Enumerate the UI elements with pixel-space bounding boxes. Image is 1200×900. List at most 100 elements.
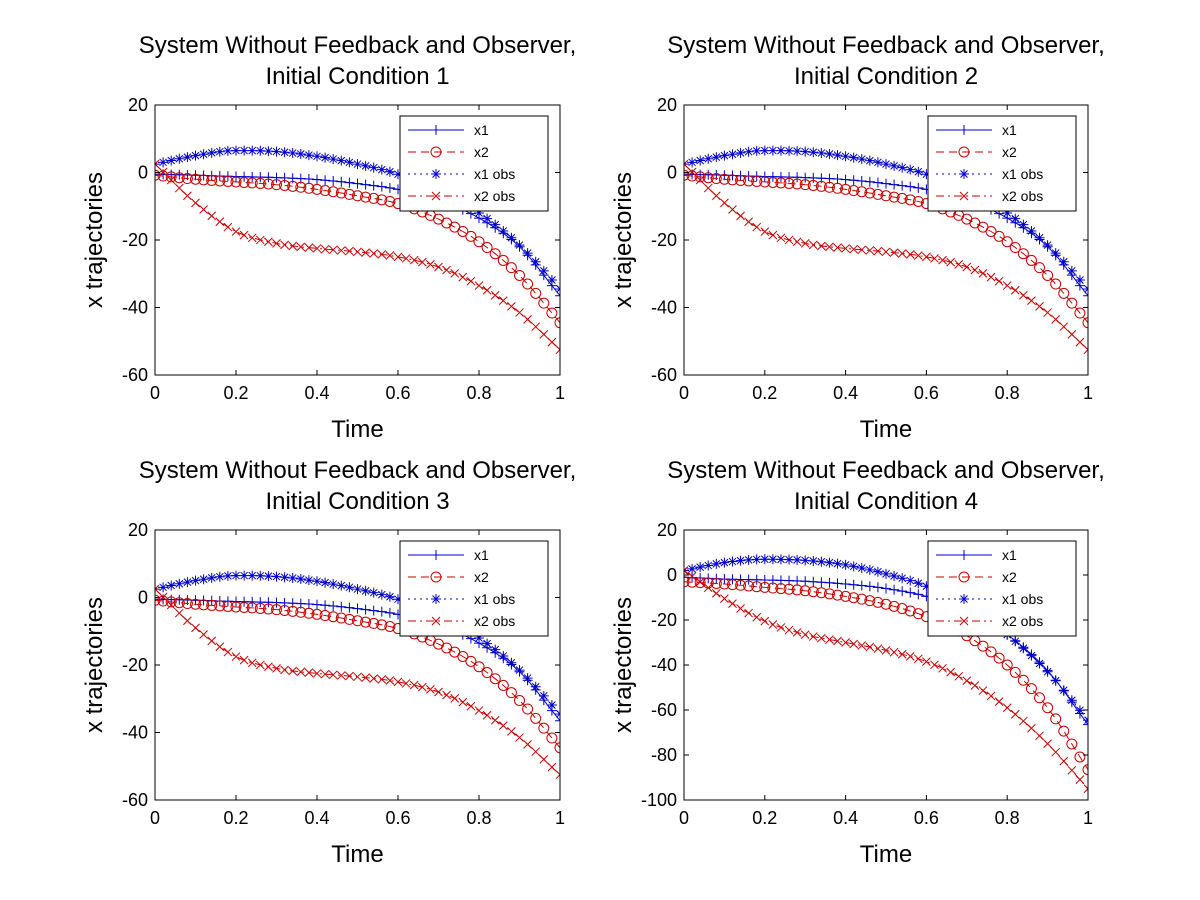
series-marker xyxy=(800,146,811,157)
series-marker xyxy=(554,742,560,754)
series-marker xyxy=(155,159,160,169)
series-marker xyxy=(434,262,443,272)
series-marker xyxy=(833,636,842,646)
series-marker xyxy=(287,605,299,617)
series-marker xyxy=(295,606,307,618)
series-marker xyxy=(1082,764,1088,776)
x-tick-label: 0.6 xyxy=(385,808,410,828)
series-marker xyxy=(442,690,451,700)
series-marker xyxy=(222,145,233,156)
series-marker xyxy=(401,254,411,263)
series-marker xyxy=(255,570,266,581)
series-marker xyxy=(792,237,802,247)
series-marker xyxy=(1042,702,1054,714)
series-marker xyxy=(735,174,747,186)
series-marker xyxy=(385,676,395,685)
legend-label: x1 xyxy=(1002,547,1017,563)
series-marker xyxy=(986,691,996,701)
series-marker xyxy=(538,722,550,734)
series-marker xyxy=(376,194,388,206)
series-marker xyxy=(1034,232,1045,243)
series-marker xyxy=(255,145,266,156)
series-marker xyxy=(881,159,891,170)
series-marker xyxy=(913,166,924,177)
series-marker xyxy=(848,561,859,572)
series-marker xyxy=(825,242,834,252)
series-marker xyxy=(319,610,331,622)
series-marker xyxy=(417,682,427,692)
legend-label: x1 obs xyxy=(1002,591,1043,607)
series-marker xyxy=(1042,269,1054,281)
series-marker xyxy=(1050,248,1061,259)
legend-marker xyxy=(431,191,441,201)
series-marker xyxy=(711,191,721,201)
series-marker xyxy=(1074,307,1086,319)
x-axis-label: Time xyxy=(860,416,912,443)
series-marker xyxy=(1042,666,1053,677)
series-marker xyxy=(320,152,331,163)
legend-entry: x1 xyxy=(408,547,489,563)
series-marker xyxy=(985,646,997,658)
series-marker xyxy=(856,154,867,165)
series-marker xyxy=(360,191,372,203)
series-marker xyxy=(352,615,363,627)
series-x2-obs xyxy=(684,159,1088,355)
series-marker xyxy=(336,671,346,680)
series-marker xyxy=(823,588,835,600)
series-marker xyxy=(1001,236,1013,248)
series-marker xyxy=(784,625,794,635)
series-marker xyxy=(352,178,363,189)
series-marker xyxy=(328,245,338,255)
series-marker xyxy=(744,608,753,618)
x-tick-label: 0 xyxy=(150,383,160,403)
series-marker xyxy=(531,747,541,757)
x-tick-label: 0 xyxy=(679,808,689,828)
series-marker xyxy=(864,595,876,607)
series-marker xyxy=(1043,308,1052,317)
series-marker xyxy=(938,255,947,265)
series-marker xyxy=(1027,723,1036,733)
series-marker xyxy=(166,155,177,166)
series-marker xyxy=(303,599,314,610)
x-tick-label: 0 xyxy=(150,808,160,828)
legend-box xyxy=(927,540,1077,637)
series-marker xyxy=(817,633,826,643)
series-marker xyxy=(962,262,972,272)
series-marker xyxy=(239,145,250,156)
series-marker xyxy=(264,662,273,672)
series-marker xyxy=(335,612,347,624)
series-marker xyxy=(905,250,915,259)
series-marker xyxy=(807,586,819,598)
series-marker xyxy=(1075,775,1085,784)
series-marker xyxy=(703,153,714,164)
series-marker xyxy=(684,566,689,575)
series-marker xyxy=(206,572,217,583)
series-marker xyxy=(555,290,560,301)
series-marker xyxy=(728,205,737,214)
series-marker xyxy=(336,601,347,612)
plot-area xyxy=(155,145,560,355)
series-marker xyxy=(546,274,557,285)
series-marker xyxy=(199,205,208,214)
series-marker xyxy=(865,642,875,652)
series-marker xyxy=(368,180,379,191)
legend-entry: x1 obs xyxy=(408,166,515,182)
series-marker xyxy=(856,593,868,605)
series-marker xyxy=(938,663,947,673)
series-marker xyxy=(1009,666,1021,678)
series-marker xyxy=(816,577,827,588)
series-marker xyxy=(913,654,923,664)
y-axis-label: x trajectories xyxy=(81,597,108,733)
series-marker xyxy=(1074,274,1085,285)
series-marker xyxy=(897,649,907,659)
series-marker xyxy=(783,177,795,189)
x-tick-label: 0.4 xyxy=(304,808,329,828)
series-marker xyxy=(474,633,484,643)
series-marker xyxy=(401,679,411,688)
x-axis-label: Time xyxy=(331,416,383,443)
x-axis-label: Time xyxy=(860,841,912,868)
series-marker xyxy=(994,697,1004,707)
series-marker xyxy=(1067,329,1077,339)
series-marker xyxy=(897,180,908,191)
series-marker xyxy=(888,600,900,612)
